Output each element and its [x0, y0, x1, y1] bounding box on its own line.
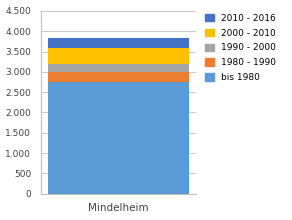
Bar — [48, 82, 189, 194]
Bar — [48, 48, 189, 64]
Bar — [48, 38, 189, 48]
Bar — [48, 72, 189, 82]
Legend: 2010 - 2016, 2000 - 2010, 1990 - 2000, 1980 - 1990, bis 1980: 2010 - 2016, 2000 - 2010, 1990 - 2000, 1… — [203, 12, 278, 84]
Bar — [48, 64, 189, 72]
